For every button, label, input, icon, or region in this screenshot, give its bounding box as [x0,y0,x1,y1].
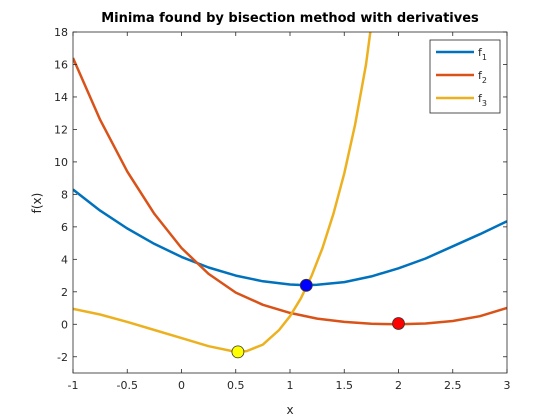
series-line-f2 [73,57,507,326]
y-tick-label: 12 [54,123,68,136]
marker-f1-minimum [299,278,313,292]
x-tick-label: -0.5 [117,379,138,392]
x-tick-label: 3 [504,379,511,392]
y-tick-label: 4 [61,253,68,266]
x-tick-label: 1 [287,379,294,392]
legend-label-f2: f2 [478,69,487,85]
y-tick-label: 0 [61,318,68,331]
y-tick-label: 14 [54,91,68,104]
marker-f2-minimum [392,317,405,330]
y-tick-label: 18 [54,26,68,39]
y-tick-label: 6 [61,221,68,234]
legend-label-f3: f3 [478,92,487,108]
x-tick-label: 1.5 [336,379,354,392]
legend-label-f1: f1 [478,46,487,62]
marker-f3-minimum [231,345,245,359]
y-axis-label: f(x) [30,193,44,214]
series-line-f1 [73,188,507,287]
y-tick-label: -2 [57,351,68,364]
series-line-f3 [73,32,372,354]
y-tick-label: 2 [61,286,68,299]
y-tick-label: 10 [54,156,68,169]
legend: f1 f2 f3 [429,39,501,114]
x-tick-label: 2.5 [444,379,462,392]
series-group [73,32,507,359]
x-tick-label: -1 [68,379,79,392]
x-tick-label: 0.5 [227,379,245,392]
chart-title: Minima found by bisection method with de… [101,11,479,26]
y-tick-label: 16 [54,58,68,71]
y-tick-label: 8 [61,188,68,201]
x-axis-label: x [286,403,293,417]
x-tick-label: 0 [178,379,185,392]
x-tick-label: 2 [395,379,402,392]
